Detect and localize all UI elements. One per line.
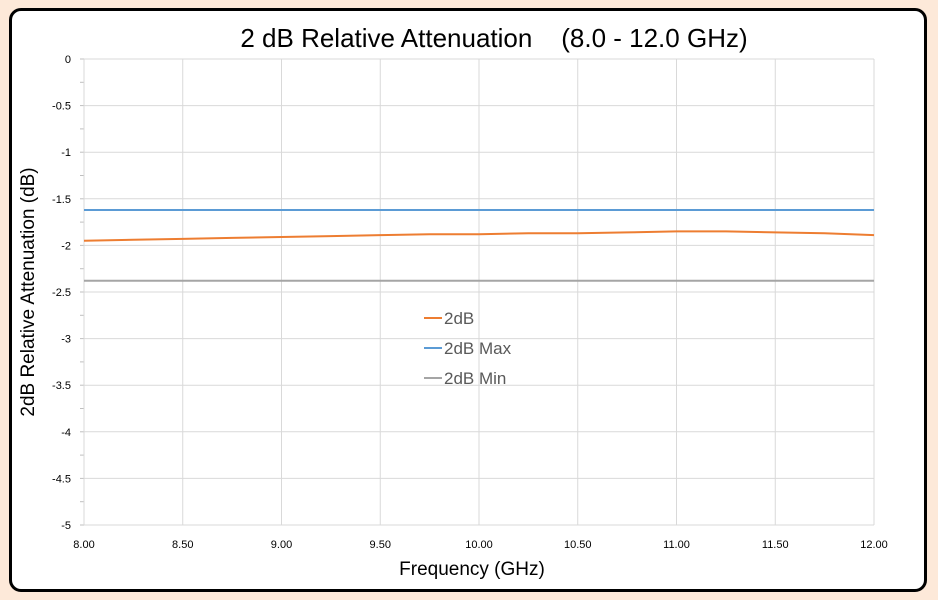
x-tick-label: 11.50 <box>762 539 789 551</box>
x-tick-label: 11.00 <box>663 539 690 551</box>
y-tick-label: -2 <box>61 240 71 252</box>
x-tick-labels: 8.00 8.50 9.00 9.50 10.00 10.50 11.00 11.50 12.0… <box>73 539 887 551</box>
y-tick-label: -3.5 <box>52 380 71 392</box>
chart-title: 2 dB Relative Attenuation (8.0 - 12.0 GH… <box>240 23 747 53</box>
x-tick-label: 9.50 <box>370 539 391 551</box>
y-tick-label: -1 <box>61 147 71 159</box>
y-tick-label: -2.5 <box>52 287 71 299</box>
y-tick-label: -0.5 <box>52 101 71 113</box>
legend: 2dB 2dB Max 2dB Min <box>424 309 512 388</box>
y-tick-label: -5 <box>61 520 71 532</box>
legend-label: 2dB Min <box>444 369 506 388</box>
x-axis-label: Frequency (GHz) <box>399 559 545 580</box>
y-tick-label: -4.5 <box>52 473 71 485</box>
y-tick-label: -3 <box>61 334 71 346</box>
legend-label: 2dB Max <box>444 339 512 358</box>
x-tick-label: 8.50 <box>172 539 193 551</box>
y-tick-labels: 0 -0.5 -1 -1.5 -2 -2.5 -3 -3.5 -4 -4.5 -5 <box>52 54 71 532</box>
x-tick-label: 10.00 <box>465 539 493 551</box>
x-tick-label: 12.00 <box>860 539 888 551</box>
y-tick-label: -1.5 <box>52 194 71 206</box>
y-tick-label: 0 <box>65 54 71 66</box>
series-layer <box>83 209 875 282</box>
x-tick-label: 8.00 <box>73 539 94 551</box>
y-tick-label: -4 <box>61 427 71 439</box>
legend-label: 2dB <box>444 309 474 328</box>
y-axis-label: 2dB Relative Attenuation (dB) <box>18 167 39 416</box>
x-tick-label: 10.50 <box>564 539 592 551</box>
series-line-2db <box>83 230 875 242</box>
grid-layer <box>80 58 875 526</box>
x-tick-label: 9.00 <box>271 539 292 551</box>
